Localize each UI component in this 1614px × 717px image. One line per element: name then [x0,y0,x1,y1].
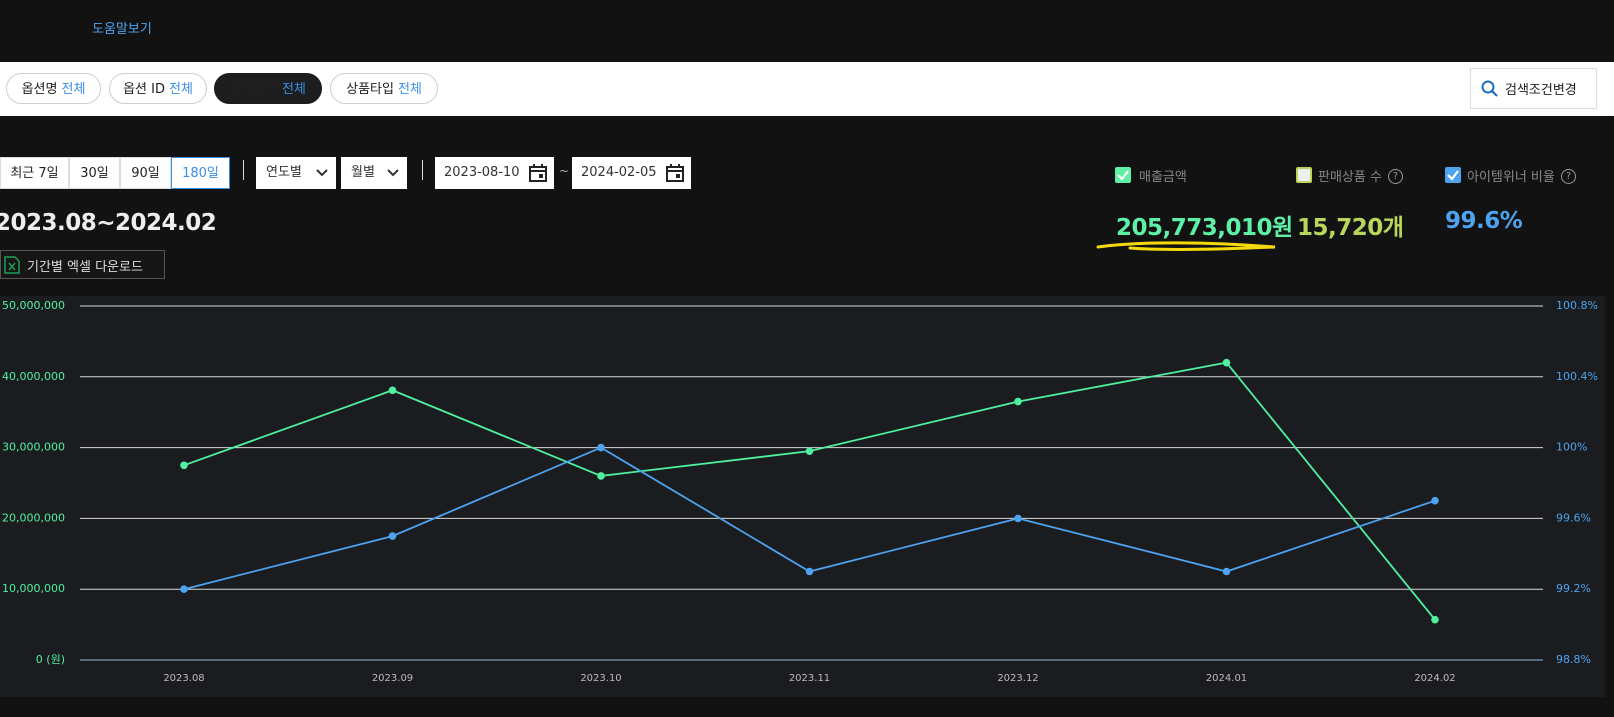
metric-label: 판매상품 수 [1318,166,1382,185]
calendar-icon [528,163,548,183]
search-icon [1481,80,1499,98]
data-point [806,568,814,576]
check-mark [1115,167,1131,183]
x-tick-label: 2023.09 [372,673,413,684]
data-point [180,585,188,593]
filter-pill[interactable]: 옵션명전체 [6,73,101,104]
y-tick-label: 10,000,000 [2,582,65,595]
check-mark [1445,167,1461,183]
y2-tick-label: 99.6% [1556,511,1591,524]
metric-label: 매출금액 [1139,166,1187,185]
filter-pill[interactable]: 상품타입 전체 [330,73,438,104]
y-tick-label: 0 (원) [36,653,65,666]
date-input[interactable]: 2024-02-05 [572,157,691,189]
highlight-underline [1090,236,1285,256]
y2-tick-label: 100% [1556,441,1587,454]
x-tick-label: 2023.10 [580,673,621,684]
data-point [806,447,814,455]
data-point [1223,568,1231,576]
checkbox[interactable] [1296,167,1312,183]
y-tick-label: 20,000,000 [2,511,65,524]
y2-tick-label: 100.8% [1556,299,1598,312]
checkbox[interactable] [1115,167,1131,183]
data-point [597,444,605,452]
x-tick-label: 2023.11 [789,673,830,684]
date-separator: ~ [559,164,569,178]
x-tick-label: 2023.12 [997,673,1038,684]
separator [243,160,244,180]
x-tick-label: 2024.02 [1414,673,1455,684]
data-point [1431,497,1439,505]
date-end: 2024-02-05 [581,165,657,180]
period-button[interactable]: 180일 [171,157,230,189]
y-tick-label: 50,000,000 [2,299,65,312]
period-button[interactable]: 최근 7일 [0,157,69,189]
metric-value: 15,720개 [1297,208,1403,242]
filter-value: 전체 [282,82,306,97]
filter-value: 전체 [61,82,85,97]
filter-label: 상품타입 [346,82,394,97]
filter-label: 옵션명 [22,82,58,97]
chevron [316,168,328,178]
data-point [389,386,397,394]
data-point [1014,398,1022,406]
filter-pill[interactable]: 카테고리 전체 [214,73,322,104]
date-start: 2023-08-10 [444,165,520,180]
filter-label: 옵션 ID [123,82,165,97]
data-point [180,462,188,470]
period-button[interactable]: 90일 [120,157,171,189]
date-input[interactable]: 2023-08-10 [435,157,554,189]
help-icon[interactable]: ? [1561,169,1576,184]
dropdown[interactable]: 연도별 [256,157,336,189]
y2-tick-label: 98.8% [1556,653,1591,666]
y-tick-label: 40,000,000 [2,370,65,383]
metric-value: 99.6% [1445,208,1522,234]
period-button[interactable]: 30일 [69,157,120,189]
data-point [389,532,397,540]
chart: 0 (원) 10,000,000 20,000,000 30,000,000 40,00… [0,296,1605,697]
data-point [1223,359,1231,367]
excel-button[interactable]: 기간별 엑셀 다운로드 [0,250,165,279]
x-tick-label: 2023.08 [163,673,204,684]
excel-icon [4,256,20,274]
metric-label: 아이템위너 비율 [1467,166,1555,185]
data-point [1431,616,1439,624]
calendar-icon [665,163,685,183]
data-point [1014,515,1022,523]
filter-value: 전체 [169,82,193,97]
y2-tick-label: 99.2% [1556,582,1591,595]
filter-label: 카테고리 [230,82,278,97]
excel-label: 기간별 엑셀 다운로드 [27,256,143,275]
dropdown-label: 연도별 [266,165,302,180]
dropdown-label: 월별 [351,165,375,180]
help-icon[interactable]: ? [1388,169,1403,184]
range-title: 2023.08~2024.02 [0,210,216,236]
separator [422,160,423,180]
filter-pill[interactable]: 옵션 ID 전체 [109,73,207,104]
x-tick-label: 2024.01 [1206,673,1247,684]
search-button[interactable]: 검색조건변경 [1470,68,1597,109]
data-point [597,472,605,480]
y-tick-label: 30,000,000 [2,441,65,454]
y2-tick-label: 100.4% [1556,370,1598,383]
dropdown[interactable]: 월별 [341,157,407,189]
help-link[interactable]: 도움말보기 [92,18,152,37]
chart-panel [0,296,1605,697]
chevron [387,168,399,178]
filter-value: 전체 [398,82,422,97]
checkbox[interactable] [1445,167,1461,183]
search-label: 검색조건변경 [1505,79,1577,98]
